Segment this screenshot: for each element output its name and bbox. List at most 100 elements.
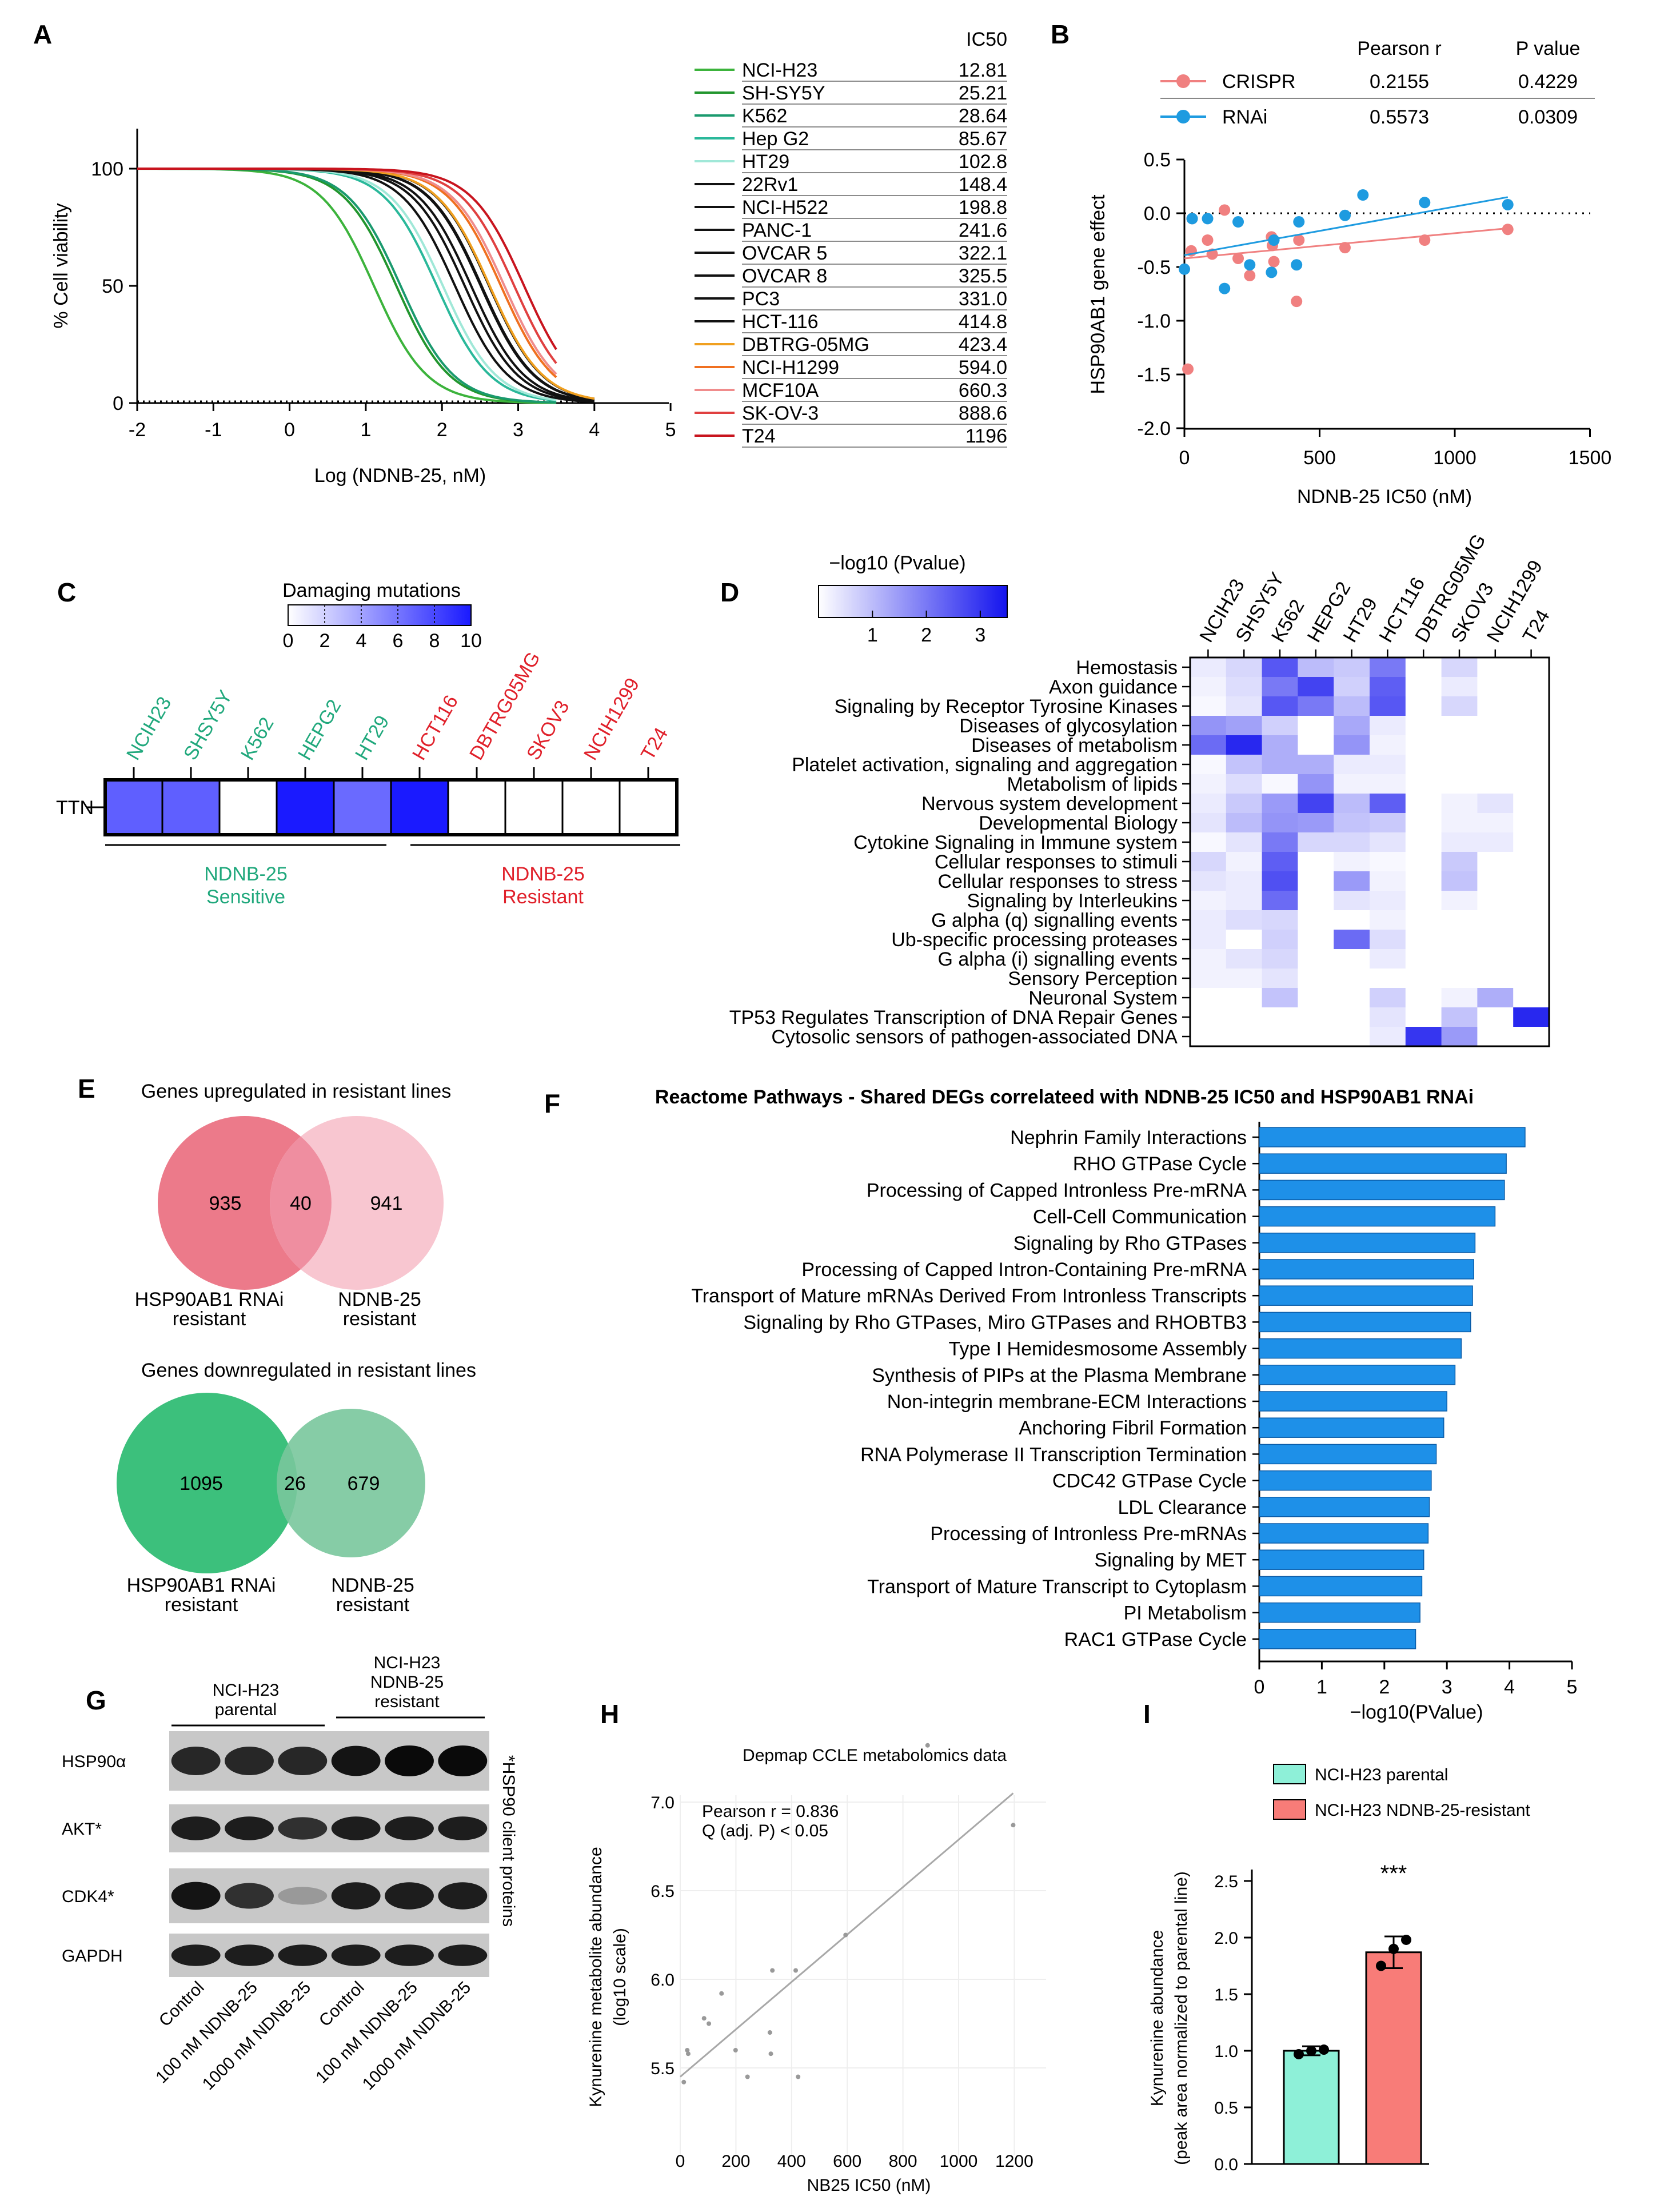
d-cell (1298, 755, 1334, 775)
d-cell (1262, 735, 1298, 755)
venn-up-right-count: 941 (370, 1193, 403, 1214)
venn-up-right-label-1: NDNB-25 (338, 1289, 421, 1310)
b-point-RNAi (1357, 189, 1369, 201)
panel-f-bars: Nephrin Family Interactions RHO GTPase Cy… (691, 1127, 1526, 1651)
b-point-CRISPR (1219, 204, 1231, 216)
c-legend-bar (288, 604, 472, 626)
blot-band (278, 1944, 328, 1966)
b-legend-p: 0.4229 (1518, 71, 1578, 93)
f-bar-label: Synthesis of PIPs at the Plasma Membrane (872, 1365, 1247, 1386)
blot-group1-title: NCI-H23 (213, 1681, 280, 1700)
blot-protein-label: CDK4* (62, 1887, 114, 1906)
d-cell (1262, 677, 1298, 697)
a-legend-name: DBTRG-05MG (742, 334, 869, 356)
c-col-label: K562 (237, 714, 278, 764)
f-bar (1259, 1444, 1437, 1465)
d-cell (1334, 930, 1370, 950)
f-bar (1259, 1470, 1432, 1491)
d-cell (1190, 1007, 1227, 1027)
i-point (1401, 1934, 1411, 1945)
h-y-tick-label: 6.5 (651, 1882, 675, 1901)
d-cell (1190, 871, 1227, 891)
d-cell (1226, 930, 1263, 950)
b-point-CRISPR (1182, 363, 1194, 375)
a-legend-ic50: 198.8 (959, 197, 1007, 218)
d-cell (1262, 930, 1298, 950)
b-y-tick-label: -1.5 (1137, 364, 1171, 386)
f-bar-label: Signaling by Rho GTPases (1013, 1233, 1247, 1254)
panel-a-legend-header: IC50 (966, 29, 1007, 50)
d-cell (1441, 794, 1478, 814)
f-bar-label: LDL Clearance (1118, 1497, 1247, 1518)
h-y-tick-label: 5.5 (651, 2059, 675, 2078)
f-bar-label: Processing of Capped Intron-Containing P… (801, 1259, 1247, 1281)
venn-up-overlap (270, 1137, 332, 1269)
b-x-tick-label: 1500 (1569, 447, 1612, 469)
a-legend-ic50: 12.81 (959, 59, 1007, 81)
panel-h-title: Depmap CCLE metabolomics data (743, 1746, 1007, 1765)
blot-lane-label: Control (316, 1978, 368, 2031)
panel-i-legend-2: NCI-H23 NDNB-25-resistant (1315, 1801, 1530, 1820)
d-cell (1226, 813, 1263, 833)
d-cell (1441, 988, 1478, 1008)
b-point-CRISPR (1244, 270, 1256, 282)
c-cell-SKOV3 (504, 779, 564, 836)
d-cell (1405, 657, 1442, 677)
venn-down-left (117, 1393, 297, 1573)
a-legend-name: T24 (742, 425, 776, 447)
d-cell (1370, 716, 1406, 736)
panel-b-marks (1179, 189, 1514, 375)
d-cell (1441, 657, 1478, 677)
d-cell (1441, 949, 1478, 969)
a-legend-ic50: 423.4 (959, 334, 1007, 356)
d-cell (1226, 735, 1263, 755)
h-point (767, 2030, 772, 2035)
panel-c-label: C (57, 577, 76, 607)
d-cell (1477, 813, 1514, 833)
d-cell (1298, 1027, 1334, 1047)
a-curve-SH-SY5Y (137, 168, 557, 404)
venn-down-right-label-2: resistant (336, 1594, 410, 1616)
d-cell (1226, 852, 1263, 872)
blot-band (171, 1816, 221, 1840)
d-cell (1298, 910, 1334, 930)
d-cell (1513, 657, 1550, 677)
f-bar-label: Nephrin Family Interactions (1010, 1127, 1247, 1149)
b-point-CRISPR (1293, 234, 1305, 246)
a-curve-HT29 (137, 168, 557, 401)
venn-up-right-label-2: resistant (343, 1308, 417, 1330)
d-cell (1298, 813, 1334, 833)
c-col-label: SHSY5Y (179, 687, 237, 764)
d-cell (1405, 813, 1442, 833)
d-cell (1334, 755, 1370, 775)
d-cell (1405, 871, 1442, 891)
venn-down-right (277, 1409, 425, 1557)
d-cell (1190, 910, 1227, 930)
panel-g-blots: HSP90α AKT* CDK4* GAPDH (62, 1731, 489, 1977)
d-col-label: T24 (1519, 606, 1554, 646)
d-cell (1226, 871, 1263, 891)
panel-a-x-label: Log (NDNB-25, nM) (314, 465, 486, 487)
d-legend-bar (818, 585, 1008, 618)
a-legend-ic50: 414.8 (959, 311, 1007, 333)
d-cell (1513, 852, 1550, 872)
panel-i-significance: *** (1380, 1861, 1407, 1886)
d-cell (1262, 657, 1298, 677)
blot-membrane (169, 1934, 489, 1977)
panel-c: C Damaging mutations 0 2 4 6 8 10 TTN NCIH23 S… (56, 577, 680, 908)
d-cell (1370, 988, 1406, 1008)
d-cell (1405, 1027, 1442, 1047)
h-point (745, 2074, 750, 2079)
d-row-label: Developmental Biology (979, 812, 1178, 834)
d-row-label: Axon guidance (1049, 676, 1178, 698)
blot-band (225, 1883, 274, 1909)
f-bar (1259, 1629, 1416, 1649)
d-row-label: Cellular responses to stimuli (935, 851, 1178, 873)
d-cell (1334, 871, 1370, 891)
d-cell (1190, 832, 1227, 852)
blot-lane-label: Control (155, 1978, 208, 2031)
c-cell-HT29 (333, 779, 392, 836)
d-cell (1262, 969, 1298, 989)
d-cell (1405, 852, 1442, 872)
